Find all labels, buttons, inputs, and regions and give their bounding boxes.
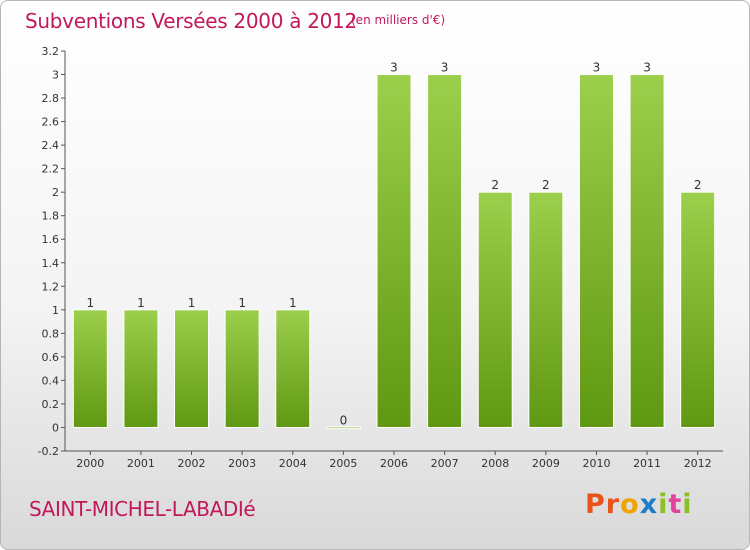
x-tick-label: 2009 [532, 457, 560, 470]
y-tick-label: 2.4 [42, 139, 60, 152]
y-tick-label: 1.6 [42, 233, 60, 246]
bar-2003 [224, 309, 260, 428]
logo-letter: o [620, 489, 640, 520]
y-tick-label: 3.2 [42, 45, 60, 58]
y-tick-label: 2.6 [42, 116, 60, 129]
x-tick-label: 2011 [633, 457, 661, 470]
bar-2002 [174, 309, 210, 428]
y-tick-label: 2.8 [42, 92, 60, 105]
data-label: 3 [643, 61, 651, 75]
y-tick-label: 2 [52, 186, 59, 199]
bar-2005 [325, 426, 361, 429]
data-label: 1 [188, 296, 196, 310]
y-tick-label: -0.2 [38, 445, 59, 458]
x-tick-label: 2001 [127, 457, 155, 470]
x-tick-label: 2012 [684, 457, 712, 470]
bar-2006 [376, 74, 412, 428]
data-label: 3 [441, 61, 449, 75]
chart-axes: -0.2 0 0.2 0.4 0.6 0.8 1 1.2 1.4 1.6 1.8 2 2.2 2.4 2.6… [38, 45, 723, 470]
logo-letter: i [682, 489, 693, 520]
bar-2012 [680, 191, 716, 428]
y-tick-label: 2.2 [42, 163, 60, 176]
commune-name: SAINT-MICHEL-LABADIé [29, 497, 256, 521]
data-label: 1 [86, 296, 94, 310]
y-tick-label: 0.6 [42, 351, 60, 364]
bar-2007 [427, 74, 463, 428]
bar-2000 [72, 309, 108, 428]
logo-letter: P [585, 489, 606, 520]
logo-letter: r [605, 489, 621, 520]
x-tick-label: 2007 [431, 457, 459, 470]
chart-unit: (en milliers d'€) [351, 13, 446, 27]
y-tick-label: 1.2 [42, 280, 60, 293]
data-label: 3 [593, 61, 601, 75]
bar-2011 [629, 74, 665, 428]
data-label: 1 [137, 296, 145, 310]
y-tick-label: 0.4 [42, 374, 60, 387]
bar-2008 [477, 191, 513, 428]
x-tick-label: 2008 [481, 457, 509, 470]
y-tick-label: 1.8 [42, 210, 60, 223]
x-tick-label: 2004 [279, 457, 307, 470]
proxiti-logo: Proxiti [585, 489, 693, 520]
x-tick-label: 2000 [76, 457, 104, 470]
y-tick-label: 3 [52, 69, 59, 82]
bar-2001 [123, 309, 159, 428]
data-label: 1 [289, 296, 297, 310]
logo-letter: i [658, 489, 669, 520]
chart-title: Subventions Versées 2000 à 2012 [25, 9, 357, 33]
bar-2004 [275, 309, 311, 428]
x-tick-label: 2003 [228, 457, 256, 470]
x-tick-label: 2010 [582, 457, 610, 470]
data-label: 3 [390, 61, 398, 75]
data-label: 1 [238, 296, 246, 310]
bar-2009 [528, 191, 564, 428]
x-tick-label: 2002 [178, 457, 206, 470]
logo-letter: x [639, 489, 659, 520]
data-label: 2 [694, 178, 702, 192]
y-tick-label: 1 [52, 304, 59, 317]
y-tick-label: 0.2 [42, 398, 60, 411]
y-tick-label: 0 [52, 421, 59, 434]
chart-bars: 1 1 1 1 1 0 3 3 2 2 3 3 2 [72, 61, 716, 429]
data-label: 2 [491, 178, 499, 192]
x-tick-label: 2005 [329, 457, 357, 470]
data-label: 2 [542, 178, 550, 192]
y-tick-label: 1.4 [42, 257, 60, 270]
x-tick-label: 2006 [380, 457, 408, 470]
bar-2010 [578, 74, 614, 428]
y-tick-label: 0.8 [42, 327, 60, 340]
data-label: 0 [340, 413, 348, 427]
logo-letter: t [668, 489, 683, 520]
